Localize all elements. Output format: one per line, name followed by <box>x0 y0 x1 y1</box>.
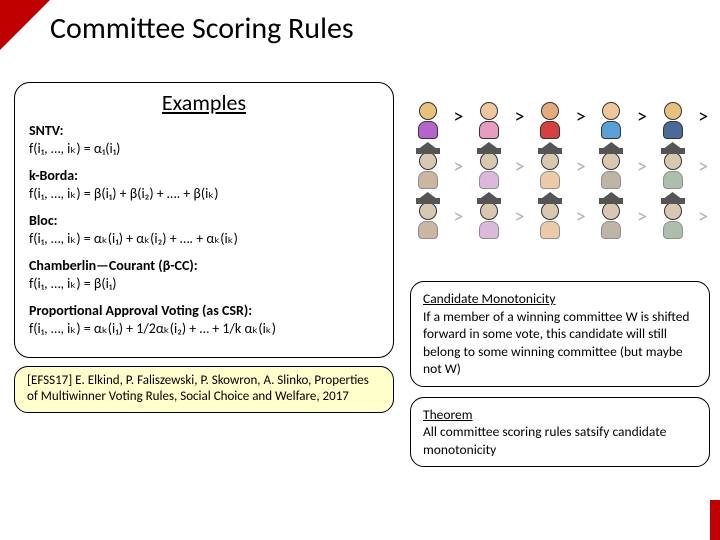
candidate-icon <box>532 145 567 189</box>
voter-icon <box>655 95 690 139</box>
right-column: > > > > > > > > > > > > > > > Candidate Monotonicity… <box>410 95 710 477</box>
monotonicity-heading: Candidate Monotonicity <box>423 290 556 307</box>
candidate-icon <box>594 195 629 239</box>
candidates-row-2: > > > > > <box>410 195 710 239</box>
voter-icon <box>410 95 445 139</box>
voter-icon <box>471 95 506 139</box>
rule-formula: f(i₁, …, iₖ) = β(i₁) + β(i₂) + …. + β(iₖ… <box>29 185 379 203</box>
slide-title: Committee Scoring Rules <box>50 10 354 47</box>
preference-gt: > <box>635 205 649 229</box>
rule-name: Proportional Approval Voting (as CSR): <box>29 302 379 320</box>
rule-formula: f(i₁, …, iₖ) = β(i₁) <box>29 275 379 293</box>
rule-name: Bloc: <box>29 212 379 230</box>
accent-corner <box>0 0 50 50</box>
rule-formula: f(i₁, …, iₖ) = αₖ(i₁) + 1/2αₖ(i₂) + … + … <box>29 320 379 338</box>
preference-gt: > <box>574 155 588 179</box>
candidate-icon <box>410 145 445 189</box>
theorem-body: All committee scoring rules satsify cand… <box>423 423 666 458</box>
theorem-box: Theorem All committee scoring rules sats… <box>410 397 710 468</box>
preference-gt: > <box>513 105 527 129</box>
candidate-icon <box>655 145 690 189</box>
candidate-icon <box>471 145 506 189</box>
candidate-icon <box>655 195 690 239</box>
preference-gt: > <box>696 155 710 179</box>
preference-gt: > <box>696 205 710 229</box>
rule-block: Bloc:f(i₁, …, iₖ) = αₖ(i₁) + αₖ(i₂) + ….… <box>29 212 379 247</box>
preference-gt: > <box>696 105 710 129</box>
left-column: Examples SNTV:f(i₁, …, iₖ) = α₁(i₁) k-Bor… <box>14 82 394 413</box>
theorem-heading: Theorem <box>423 406 473 423</box>
voter-icon <box>594 95 629 139</box>
preference-gt: > <box>574 105 588 129</box>
examples-box: Examples SNTV:f(i₁, …, iₖ) = α₁(i₁) k-Bor… <box>14 82 394 358</box>
rule-block: SNTV:f(i₁, …, iₖ) = α₁(i₁) <box>29 122 379 157</box>
citation-box: [EFSS17] E. Elkind, P. Faliszewski, P. S… <box>14 366 394 413</box>
preference-gt: > <box>635 105 649 129</box>
voters-preference-row: > > > > > <box>410 95 710 139</box>
rule-name: Chamberlin—Courant (β-CC): <box>29 257 379 275</box>
preference-gt: > <box>513 205 527 229</box>
preference-gt: > <box>451 155 465 179</box>
preference-gt: > <box>574 205 588 229</box>
candidate-icon <box>532 195 567 239</box>
preference-gt: > <box>513 155 527 179</box>
rule-formula: f(i₁, …, iₖ) = αₖ(i₁) + αₖ(i₂) + …. + αₖ… <box>29 230 379 248</box>
candidate-icon <box>594 145 629 189</box>
rule-name: k-Borda: <box>29 167 379 185</box>
monotonicity-body: If a member of a winning committee W is … <box>423 308 690 378</box>
rule-name: SNTV: <box>29 122 379 140</box>
candidate-icon <box>471 195 506 239</box>
candidates-row-1: > > > > > <box>410 145 710 189</box>
preference-gt: > <box>451 105 465 129</box>
rule-block: k-Borda:f(i₁, …, iₖ) = β(i₁) + β(i₂) + …… <box>29 167 379 202</box>
preference-gt: > <box>635 155 649 179</box>
voter-icon <box>532 95 567 139</box>
candidate-icon <box>410 195 445 239</box>
rule-formula: f(i₁, …, iₖ) = α₁(i₁) <box>29 140 379 158</box>
rule-block: Proportional Approval Voting (as CSR):f(… <box>29 302 379 337</box>
rule-block: Chamberlin—Courant (β-CC):f(i₁, …, iₖ) =… <box>29 257 379 292</box>
candidate-monotonicity-box: Candidate Monotonicity If a member of a … <box>410 281 710 387</box>
preference-gt: > <box>451 205 465 229</box>
accent-bar <box>710 500 720 540</box>
examples-heading: Examples <box>29 89 379 116</box>
